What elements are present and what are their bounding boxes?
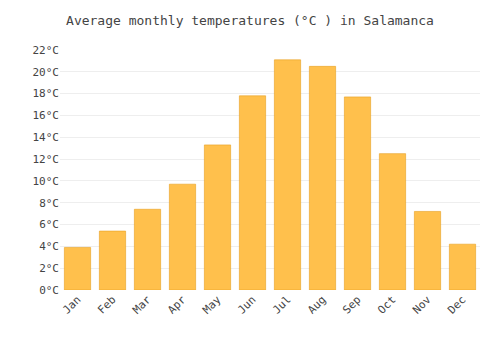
svg-text:16°C: 16°C (33, 109, 60, 122)
svg-text:14°C: 14°C (33, 131, 60, 144)
svg-text:Mar: Mar (130, 293, 154, 317)
svg-text:10°C: 10°C (33, 175, 60, 188)
svg-text:May: May (200, 293, 224, 317)
svg-text:Jan: Jan (60, 293, 83, 316)
svg-text:2°C: 2°C (39, 262, 59, 275)
svg-text:18°C: 18°C (33, 87, 60, 100)
svg-text:4°C: 4°C (39, 240, 59, 253)
svg-text:20°C: 20°C (33, 66, 60, 79)
svg-text:Apr: Apr (165, 293, 189, 317)
svg-text:Average monthly temperatures (: Average monthly temperatures (°C ) in Sa… (66, 13, 434, 28)
svg-text:8°C: 8°C (39, 197, 59, 210)
svg-text:Sep: Sep (340, 293, 363, 316)
svg-text:22°C: 22°C (33, 44, 60, 57)
svg-text:Oct: Oct (375, 293, 398, 316)
svg-text:Feb: Feb (95, 293, 118, 316)
svg-text:Aug: Aug (305, 293, 328, 316)
svg-text:Dec: Dec (445, 293, 468, 316)
svg-text:0°C: 0°C (39, 284, 59, 297)
svg-text:Nov: Nov (410, 293, 434, 317)
svg-text:12°C: 12°C (33, 153, 60, 166)
svg-text:6°C: 6°C (39, 218, 59, 231)
svg-text:Jul: Jul (270, 293, 293, 316)
svg-text:Jun: Jun (235, 293, 258, 316)
